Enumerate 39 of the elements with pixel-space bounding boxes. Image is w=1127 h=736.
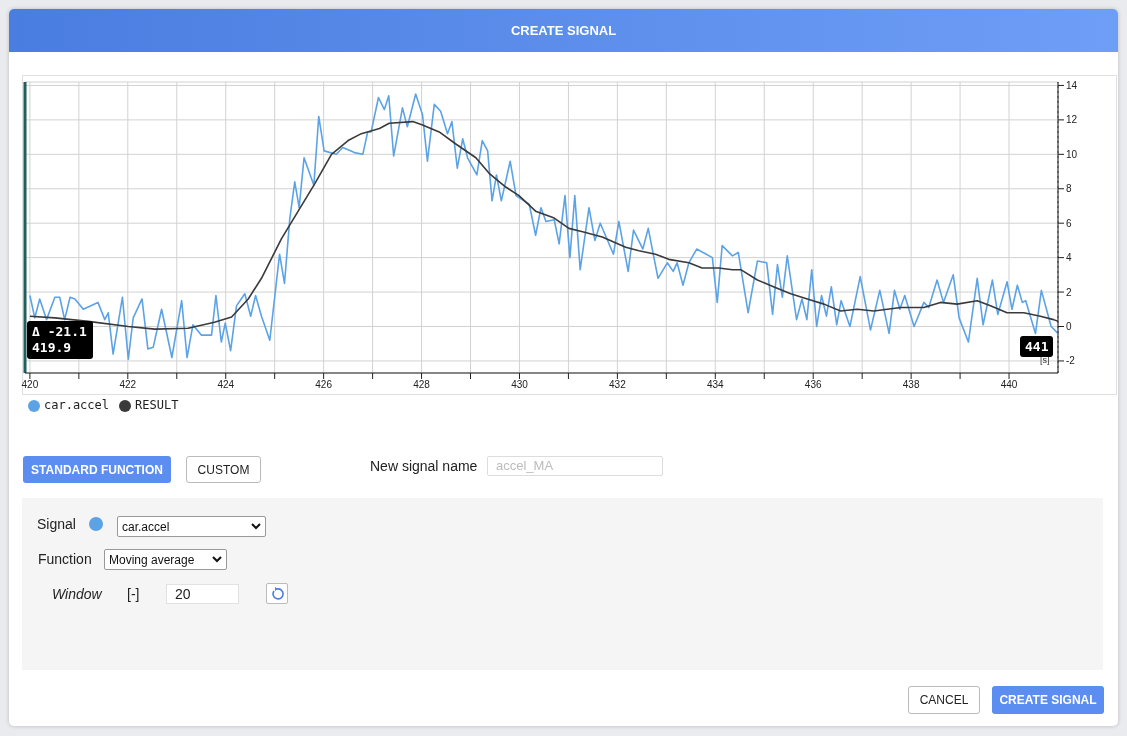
text: Function <box>38 551 92 567</box>
text: Signal <box>37 516 76 532</box>
button: STANDARD FUNCTION <box>23 456 171 483</box>
text: [-] <box>127 586 140 602</box>
x-tick-label: 436 <box>804 379 822 391</box>
y-tick-label: -2 <box>1066 355 1076 367</box>
x-tick-label: 432 <box>609 379 627 391</box>
text: New signal name <box>370 458 478 474</box>
y-tick-label: 14 <box>1066 79 1078 91</box>
text: Window <box>52 586 102 602</box>
y-tick-label: 6 <box>1066 217 1072 229</box>
text-field: accel_MA <box>487 456 663 476</box>
x-tick-label: 420 <box>21 379 39 391</box>
x-tick-label: 434 <box>706 379 725 391</box>
dropdown: Moving average <box>104 549 227 570</box>
button: CREATE SIGNAL <box>992 686 1104 714</box>
x-tick-label: 438 <box>902 379 920 391</box>
y-tick-label: 12 <box>1066 114 1078 126</box>
legend-label: RESULT <box>135 398 179 412</box>
text-field: 20 <box>166 584 239 604</box>
y-tick-label: 4 <box>1066 252 1072 264</box>
annotation: 419.9 <box>32 340 73 356</box>
button: CANCEL <box>908 686 980 714</box>
x-tick-label: 422 <box>119 379 137 391</box>
x-tick-label: 430 <box>511 379 529 391</box>
button: CUSTOM <box>186 456 261 483</box>
x-tick-label: 440 <box>1000 379 1018 391</box>
x-tick-label: 424 <box>217 379 235 391</box>
y-tick-label: 2 <box>1066 286 1072 298</box>
dropdown: car.accel <box>117 516 266 537</box>
annotation: 441 <box>1025 339 1049 354</box>
y-tick-label: 10 <box>1066 148 1078 160</box>
annotation: Δ -21.1 <box>32 324 88 340</box>
x-tick-label: 426 <box>315 379 333 391</box>
x-tick-label: 428 <box>413 379 431 391</box>
chart-title: CREATE SIGNAL <box>9 9 1118 52</box>
y-tick-label: 8 <box>1066 183 1072 195</box>
legend-label: car.accel <box>44 398 110 412</box>
y-tick-label: 0 <box>1066 321 1072 333</box>
